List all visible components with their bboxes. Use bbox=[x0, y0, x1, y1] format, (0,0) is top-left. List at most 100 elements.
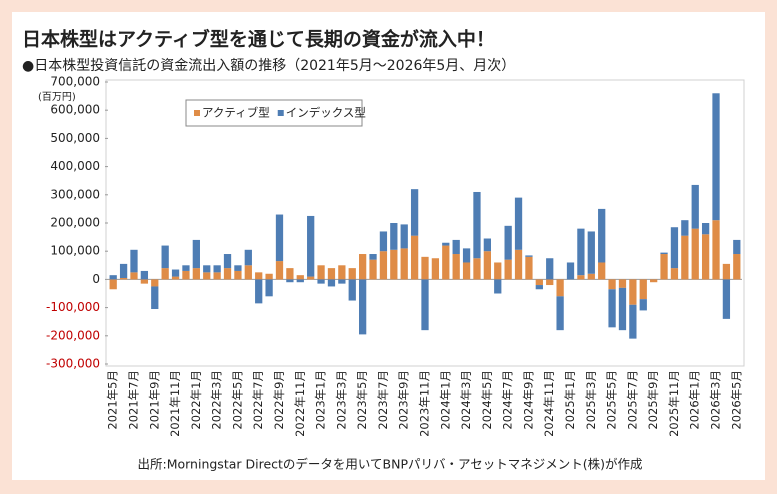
bar-segment bbox=[712, 93, 720, 221]
x-tick-label: 2026年3月 bbox=[709, 370, 723, 430]
bar-segment bbox=[452, 239, 460, 255]
bar-segment bbox=[442, 245, 450, 280]
bar-segment bbox=[473, 191, 481, 259]
x-tick-label: 2021年7月 bbox=[126, 370, 140, 430]
bar-segment bbox=[151, 286, 159, 310]
x-tick-label: 2025年11月 bbox=[667, 370, 681, 437]
bar-segment bbox=[327, 279, 336, 287]
bar-segment bbox=[109, 279, 117, 290]
y-tick-label: -100,000 bbox=[46, 300, 100, 314]
bar-segment bbox=[359, 279, 367, 335]
bar-segment bbox=[442, 242, 450, 246]
x-tick-label: 2022年7月 bbox=[251, 370, 265, 430]
bar-segment bbox=[286, 268, 294, 280]
bar-segment bbox=[151, 279, 159, 287]
x-tick-label: 2023年9月 bbox=[397, 370, 411, 430]
bar-segment bbox=[286, 279, 294, 283]
bar-segment bbox=[546, 258, 554, 280]
bar-segment bbox=[587, 231, 595, 274]
bar-segment bbox=[431, 258, 440, 280]
bar-segment bbox=[733, 239, 741, 255]
x-tick-label: 2022年1月 bbox=[189, 370, 203, 430]
bar-segment bbox=[722, 279, 731, 319]
bar-segment bbox=[317, 265, 325, 280]
x-tick-label: 2025年5月 bbox=[605, 370, 619, 430]
bar-segment bbox=[296, 275, 304, 280]
y-tick-label: 600,000 bbox=[50, 103, 100, 117]
x-tick-label: 2025年3月 bbox=[584, 370, 598, 430]
bar-segment bbox=[327, 268, 336, 280]
bar-segment bbox=[608, 279, 616, 290]
bar-segment bbox=[494, 279, 502, 294]
x-tick-label: 2022年11月 bbox=[293, 370, 307, 437]
x-tick-label: 2022年3月 bbox=[210, 370, 224, 430]
bar-segment bbox=[701, 234, 710, 280]
bar-segment bbox=[577, 275, 585, 280]
bar-segment bbox=[234, 265, 242, 271]
bar-segment bbox=[504, 259, 512, 280]
bar-segment bbox=[452, 254, 460, 280]
bar-segment bbox=[483, 238, 491, 252]
x-tick-label: 2022年9月 bbox=[272, 370, 286, 430]
bar-segment bbox=[379, 231, 388, 252]
bar-segment bbox=[618, 279, 627, 288]
bar-segment bbox=[140, 270, 149, 280]
bar-segment bbox=[379, 251, 388, 280]
x-tick-label: 2024年11月 bbox=[542, 370, 556, 437]
bar-segment bbox=[171, 276, 180, 280]
x-tick-label: 2025年9月 bbox=[646, 370, 660, 430]
chart-subtitle: ●日本株型投資信託の資金流出入額の推移（2021年5月～2026年5月、月次） bbox=[22, 58, 515, 74]
bar-segment bbox=[130, 272, 138, 280]
y-tick-label: 500,000 bbox=[50, 131, 100, 145]
x-tick-label: 2022年5月 bbox=[230, 370, 244, 430]
bar-segment bbox=[504, 225, 512, 260]
bar-segment bbox=[660, 254, 668, 280]
x-tick-label: 2026年1月 bbox=[688, 370, 702, 430]
x-tick-label: 2023年5月 bbox=[355, 370, 369, 430]
bar-segment bbox=[691, 184, 699, 229]
x-tick-label: 2023年3月 bbox=[334, 370, 348, 430]
bar-segment bbox=[317, 279, 325, 284]
bar-segment bbox=[598, 208, 606, 263]
bar-segment bbox=[410, 189, 419, 236]
x-tick-label: 2023年11月 bbox=[418, 370, 432, 437]
bar-segment bbox=[473, 258, 481, 280]
legend-swatch bbox=[277, 110, 284, 116]
y-axis-unit: (百万円) bbox=[38, 91, 76, 103]
bar-segment bbox=[587, 273, 595, 280]
bar-segment bbox=[161, 245, 169, 269]
bar-segment bbox=[275, 261, 284, 280]
bar-segment bbox=[670, 227, 679, 269]
panel bbox=[12, 12, 765, 480]
x-tick-label: 2021年9月 bbox=[147, 370, 161, 430]
legend-swatch bbox=[194, 110, 200, 116]
bar-segment bbox=[390, 223, 398, 250]
bar-segment bbox=[119, 263, 128, 278]
source-note: 出所:Morningstar Directのデータを用いてBNPパリバ・アセット… bbox=[137, 457, 642, 472]
bar-segment bbox=[618, 287, 627, 331]
y-tick-label: 0 bbox=[92, 272, 100, 286]
x-tick-label: 2025年1月 bbox=[563, 370, 577, 430]
bar-segment bbox=[722, 263, 731, 280]
bar-segment bbox=[223, 254, 232, 269]
bar-segment bbox=[556, 279, 564, 297]
bar-segment bbox=[130, 249, 138, 273]
bar-segment bbox=[203, 265, 211, 273]
bar-segment bbox=[265, 279, 273, 297]
bar-segment bbox=[359, 254, 367, 280]
bar-segment bbox=[275, 214, 284, 262]
bar-segment bbox=[400, 224, 408, 249]
bar-segment bbox=[338, 265, 346, 280]
bar-segment bbox=[234, 270, 242, 280]
x-tick-label: 2021年5月 bbox=[106, 370, 120, 430]
bar-segment bbox=[566, 262, 575, 280]
x-tick-label: 2023年1月 bbox=[314, 370, 328, 430]
bar-segment bbox=[421, 279, 429, 331]
bar-segment bbox=[660, 252, 668, 255]
bar-segment bbox=[348, 279, 356, 301]
bar-segment bbox=[338, 279, 346, 284]
bar-segment bbox=[223, 268, 232, 280]
bar-segment bbox=[119, 277, 128, 280]
bar-segment bbox=[514, 197, 523, 250]
